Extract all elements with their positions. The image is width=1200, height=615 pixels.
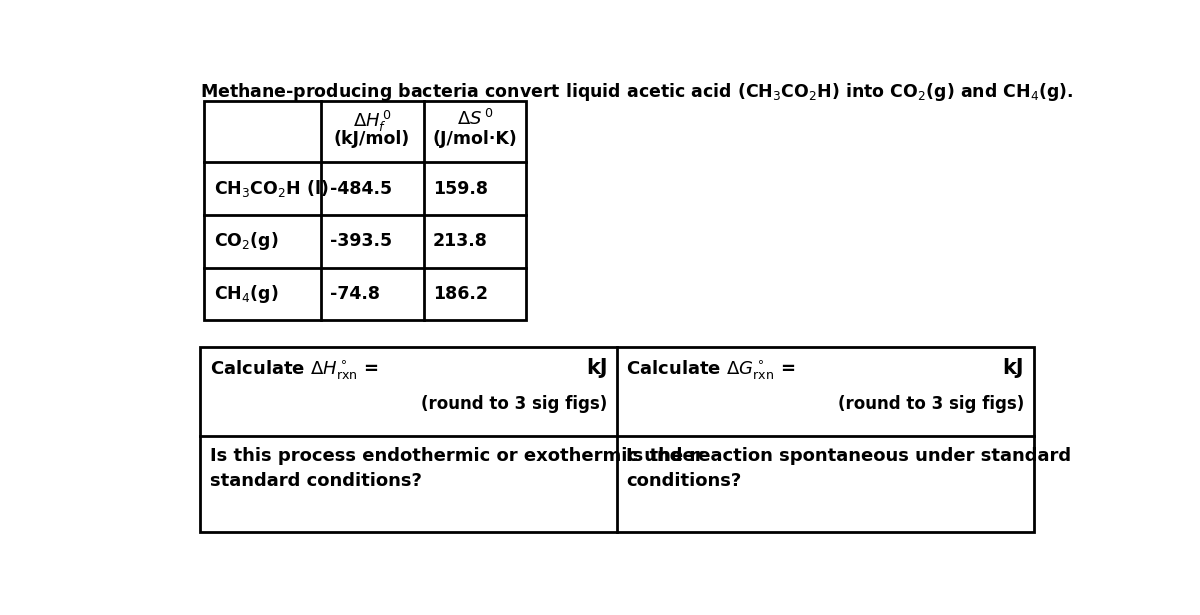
Text: standard conditions?: standard conditions? [210, 472, 421, 490]
Text: (J/mol·K): (J/mol·K) [432, 130, 517, 148]
Text: -74.8: -74.8 [330, 285, 379, 303]
Text: Calculate $\Delta H^\circ_{\rm rxn}$ =: Calculate $\Delta H^\circ_{\rm rxn}$ = [210, 358, 378, 381]
Text: (kJ/mol): (kJ/mol) [334, 130, 410, 148]
Text: (round to 3 sig figs): (round to 3 sig figs) [838, 395, 1025, 413]
Text: Methane-producing bacteria convert liquid acetic acid (CH$_3$CO$_2$H) into CO$_2: Methane-producing bacteria convert liqui… [200, 82, 1074, 103]
Text: 213.8: 213.8 [433, 232, 487, 250]
Text: Calculate $\Delta G^\circ_{\rm rxn}$ =: Calculate $\Delta G^\circ_{\rm rxn}$ = [626, 358, 796, 381]
Text: Is this process endothermic or exothermic under: Is this process endothermic or exothermi… [210, 447, 703, 466]
Text: CH$_3$CO$_2$H (l): CH$_3$CO$_2$H (l) [214, 178, 328, 199]
Text: 186.2: 186.2 [433, 285, 488, 303]
Text: CO$_2$(g): CO$_2$(g) [214, 230, 278, 252]
Bar [204, 101, 526, 320]
Text: (round to 3 sig figs): (round to 3 sig figs) [421, 395, 607, 413]
Text: $\Delta S^{\,0}$: $\Delta S^{\,0}$ [457, 108, 493, 129]
Text: 159.8: 159.8 [433, 180, 488, 197]
Text: CH$_4$(g): CH$_4$(g) [214, 283, 278, 305]
Text: kJ: kJ [586, 358, 607, 378]
Bar [200, 347, 1033, 532]
Text: $\Delta H_f^{\,0}$: $\Delta H_f^{\,0}$ [353, 108, 391, 133]
Text: -484.5: -484.5 [330, 180, 392, 197]
Text: conditions?: conditions? [626, 472, 742, 490]
Text: -393.5: -393.5 [330, 232, 392, 250]
Text: Is the reaction spontaneous under standard: Is the reaction spontaneous under standa… [626, 447, 1072, 466]
Text: kJ: kJ [1003, 358, 1025, 378]
